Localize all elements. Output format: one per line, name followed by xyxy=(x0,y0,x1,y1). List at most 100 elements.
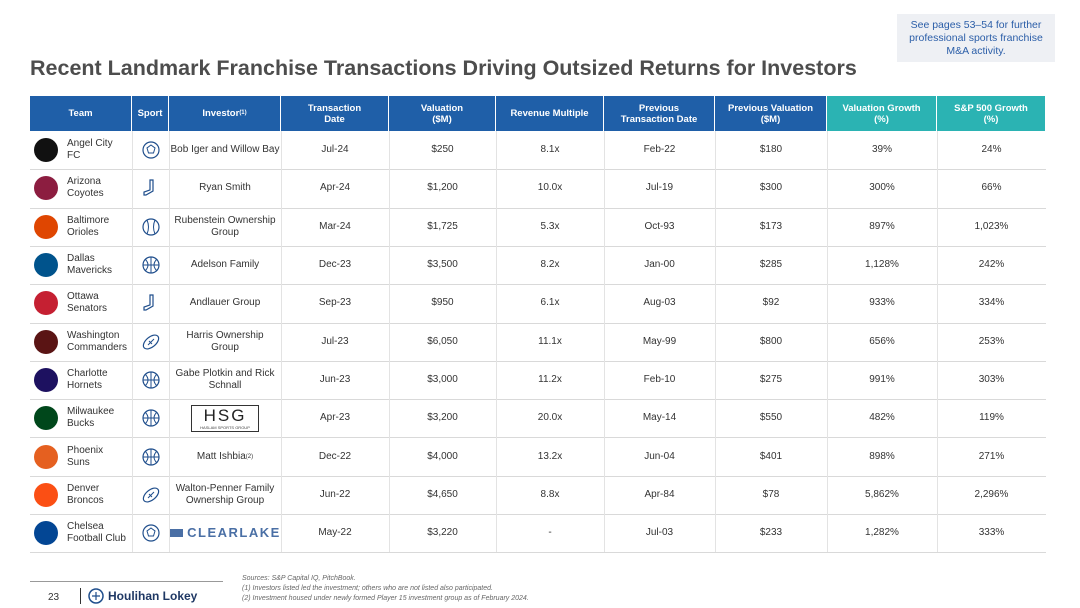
team-logo xyxy=(34,367,58,392)
cell-text: Adelson Family xyxy=(190,259,260,271)
column-header: Transaction Date xyxy=(281,96,389,131)
table-cell: 5,862% xyxy=(827,476,937,514)
sport-cell xyxy=(132,246,169,284)
cell-text: $180 xyxy=(759,144,783,156)
table-cell: Andlauer Group xyxy=(169,284,281,322)
cell-text: $285 xyxy=(759,259,783,271)
investor-logo: HSG HASLAM SPORTS GROUP xyxy=(191,404,259,432)
header-text: Revenue Multiple xyxy=(510,108,589,119)
table-cell: Dec-22 xyxy=(281,437,389,475)
row-line xyxy=(30,245,1046,247)
column-line xyxy=(715,131,716,553)
table-cell: - xyxy=(496,514,604,552)
table-cell: 656% xyxy=(827,323,937,361)
header-text: Valuation ($M) xyxy=(420,102,464,125)
table-cell: 242% xyxy=(937,246,1046,284)
investor-logo-sub: HASLAM SPORTS GROUP xyxy=(200,424,250,430)
table-cell: $800 xyxy=(715,323,827,361)
sport-cell xyxy=(132,476,169,514)
table-cell: $950 xyxy=(389,284,496,322)
footnote: Sources: S&P Capital IQ, PitchBook. xyxy=(242,575,356,582)
team-name: Charlotte Hornets xyxy=(67,367,108,391)
table-cell: 11.1x xyxy=(496,323,604,361)
cell-text: 242% xyxy=(978,259,1005,271)
table-cell: $3,220 xyxy=(389,514,496,552)
table-cell: $285 xyxy=(715,246,827,284)
table-cell: Jun-04 xyxy=(604,437,715,475)
table-cell: HSG HASLAM SPORTS GROUP xyxy=(169,399,281,437)
table-cell: 1,128% xyxy=(827,246,937,284)
cell-text: Gabe Plotkin and Rick Schnall xyxy=(175,367,275,391)
table-cell: Dec-23 xyxy=(281,246,389,284)
table-cell: Matt Ishbia (2) xyxy=(169,437,281,475)
cell-text: 897% xyxy=(869,220,895,232)
cell-text: Jul-23 xyxy=(321,335,349,347)
row-line xyxy=(30,322,1046,324)
footnote: (2) Investment housed under newly formed… xyxy=(242,595,529,602)
table-cell: 271% xyxy=(937,437,1046,475)
team-logo xyxy=(34,138,58,163)
sport-icon xyxy=(141,218,160,236)
table-cell: 11.2x xyxy=(496,361,604,399)
column-line xyxy=(496,131,497,553)
team-cell: Phoenix Suns xyxy=(30,437,132,475)
row-line xyxy=(30,399,1046,401)
table-cell: Oct-93 xyxy=(604,208,715,246)
investor-logo-mark xyxy=(169,529,184,538)
team-logo xyxy=(34,444,58,469)
cell-text: Jul-19 xyxy=(645,182,674,194)
table-cell: $3,200 xyxy=(389,399,496,437)
cell-text: $1,725 xyxy=(427,220,458,232)
team-cell: Ottawa Senators xyxy=(30,284,132,322)
team-logo xyxy=(34,521,58,546)
cell-text: Bob Iger and Willow Bay xyxy=(170,144,280,156)
table-cell: $1,725 xyxy=(389,208,496,246)
cell-text: Andlauer Group xyxy=(189,297,261,309)
cell-text: $550 xyxy=(759,412,783,424)
table-cell: $275 xyxy=(715,361,827,399)
cell-text: 253% xyxy=(978,335,1005,347)
table-cell: $250 xyxy=(389,131,496,169)
team-logo xyxy=(34,176,58,201)
cell-text: Jan-00 xyxy=(644,259,675,271)
cell-text: Walton-Penner Family Ownership Group xyxy=(175,482,275,506)
cell-text: - xyxy=(548,527,552,539)
callout: See pages 53–54 for further professional… xyxy=(897,14,1055,62)
team-cell: Milwaukee Bucks xyxy=(30,399,132,437)
cell-text: Mar-24 xyxy=(319,220,351,232)
cell-text: 66% xyxy=(981,182,1002,194)
cell-text: 333% xyxy=(978,527,1005,539)
cell-text: $233 xyxy=(759,527,783,539)
cell-text: $275 xyxy=(759,373,783,385)
cell-text: 482% xyxy=(869,412,895,424)
column-line xyxy=(604,131,605,553)
table-cell: 24% xyxy=(937,131,1046,169)
sport-icon xyxy=(142,334,159,350)
table-cell: 10.0x xyxy=(496,169,604,207)
header-text: Previous Transaction Date xyxy=(620,102,698,125)
table-cell: Apr-23 xyxy=(281,399,389,437)
team-cell: Arizona Coyotes xyxy=(30,169,132,207)
cell-text: 1,023% xyxy=(974,220,1009,232)
table-cell: 482% xyxy=(827,399,937,437)
table-cell: Walton-Penner Family Ownership Group xyxy=(169,476,281,514)
team-logo xyxy=(34,291,58,316)
cell-text: 39% xyxy=(871,144,892,156)
cell-text: May-22 xyxy=(318,527,352,539)
table-cell: 991% xyxy=(827,361,937,399)
table-cell: 66% xyxy=(937,169,1046,207)
row-line xyxy=(30,284,1046,286)
table-cell: May-14 xyxy=(604,399,715,437)
team-name: Dallas Mavericks xyxy=(67,253,113,277)
cell-text: Feb-22 xyxy=(643,144,676,156)
team-cell: Baltimore Orioles xyxy=(30,208,132,246)
sport-icon xyxy=(141,141,160,159)
cell-text: Feb-10 xyxy=(643,373,676,385)
column-line xyxy=(937,131,938,553)
cell-text: 24% xyxy=(981,144,1002,156)
team-name: Baltimore Orioles xyxy=(67,214,110,238)
cell-text: 656% xyxy=(869,335,895,347)
table-cell: 898% xyxy=(827,437,937,475)
sport-cell xyxy=(132,399,169,437)
